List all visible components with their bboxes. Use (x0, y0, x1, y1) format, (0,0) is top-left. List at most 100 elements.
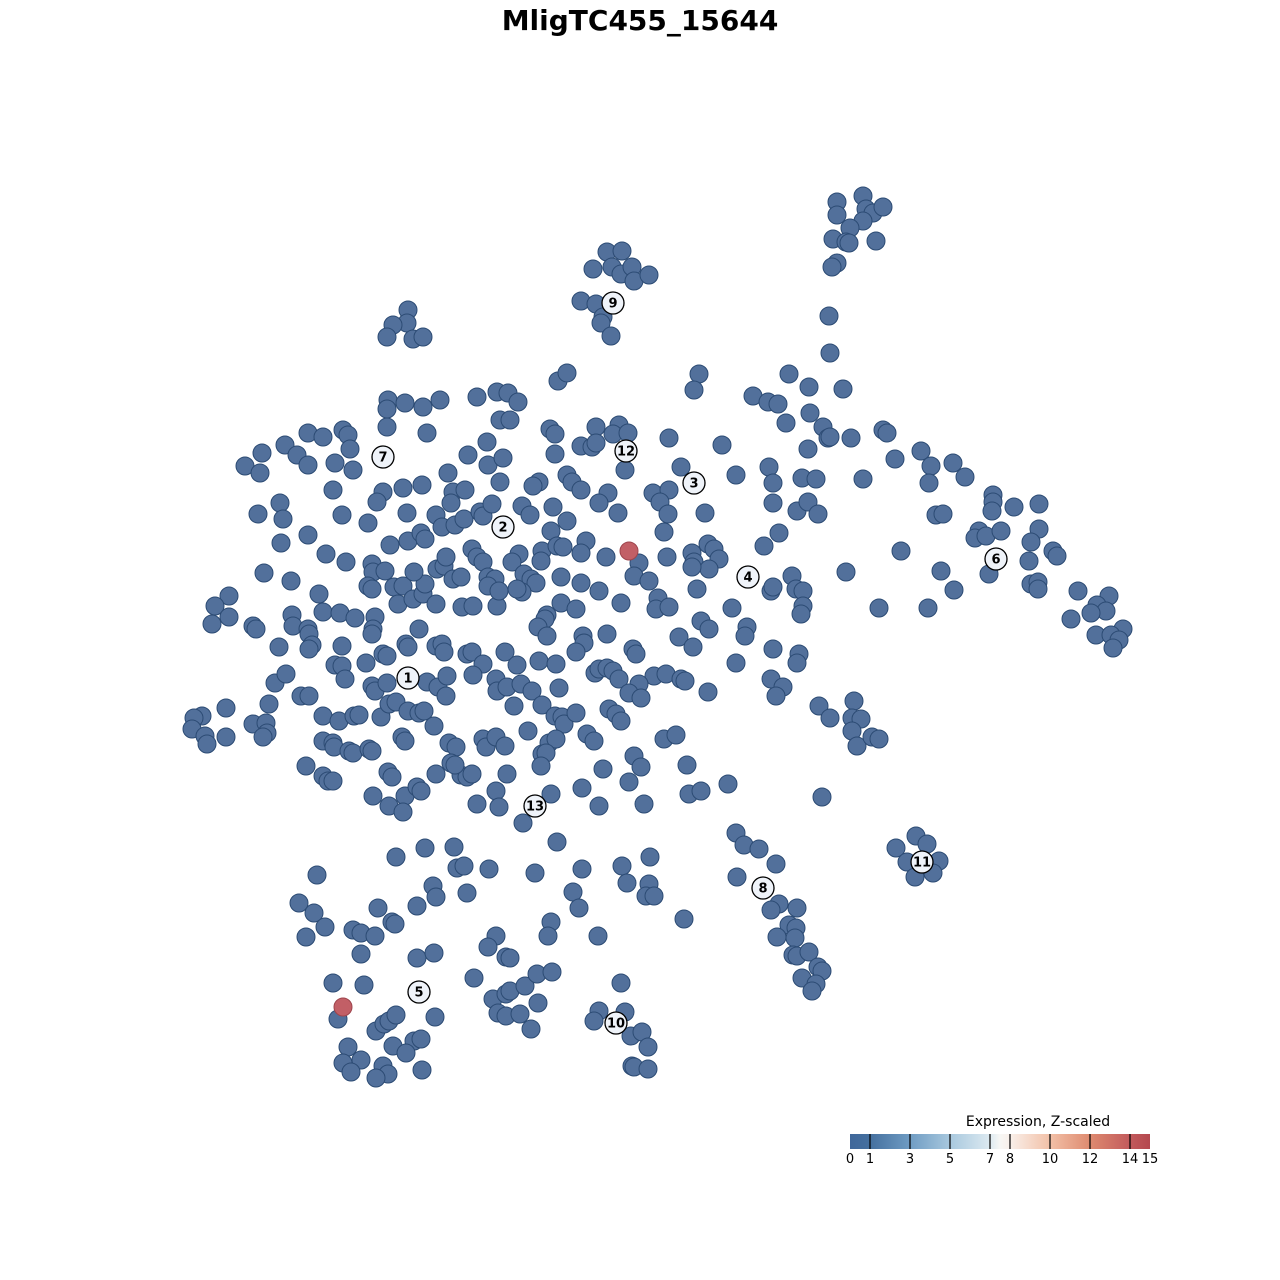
data-point (424, 943, 444, 963)
data-point (426, 594, 446, 614)
data-point (566, 599, 586, 619)
cluster-label-number: 5 (414, 986, 423, 1001)
data-point (343, 743, 363, 763)
data-point (658, 504, 678, 524)
data-point (631, 757, 651, 777)
data-point (458, 445, 478, 465)
data-point (343, 460, 363, 480)
data-point (380, 535, 400, 555)
data-point (657, 547, 677, 567)
data-point (356, 653, 376, 673)
data-point (836, 562, 856, 582)
data-point (654, 522, 674, 542)
data-point (722, 598, 742, 618)
data-point (726, 465, 746, 485)
cluster-label-number: 7 (378, 451, 387, 466)
data-point (886, 838, 906, 858)
data-point (367, 492, 387, 512)
data-point (523, 476, 543, 496)
data-point (766, 854, 786, 874)
data-point (589, 493, 609, 513)
data-point (919, 473, 939, 493)
data-point (477, 432, 497, 452)
data-point (216, 698, 236, 718)
data-point (853, 469, 873, 489)
data-point (412, 475, 432, 495)
data-point (446, 737, 466, 757)
data-point (504, 696, 524, 716)
data-point (1068, 581, 1088, 601)
data-point (363, 786, 383, 806)
data-point (833, 379, 853, 399)
data-point (467, 794, 487, 814)
legend-tick-label: 15 (1142, 1152, 1159, 1167)
data-point (325, 453, 345, 473)
cluster-label-4: 4 (736, 565, 760, 589)
data-point (396, 1043, 416, 1063)
data-point (1019, 551, 1039, 571)
data-point (404, 562, 424, 582)
data-point (885, 449, 905, 469)
data-point (375, 561, 395, 581)
cluster-label-circle (614, 439, 638, 463)
legend-tick-label: 8 (1006, 1152, 1014, 1167)
legend-tick-label: 0 (846, 1152, 854, 1167)
data-point (528, 993, 548, 1013)
data-point (767, 927, 787, 947)
data-point (366, 1068, 386, 1088)
data-point (315, 917, 335, 937)
data-point (612, 856, 632, 876)
data-point (639, 571, 659, 591)
data-point (411, 781, 431, 801)
data-point (571, 573, 591, 593)
data-point (298, 525, 318, 545)
data-point (531, 551, 551, 571)
data-point (377, 646, 397, 666)
data-point (718, 774, 738, 794)
data-point (377, 673, 397, 693)
data-point (482, 494, 502, 514)
data-point (489, 581, 509, 601)
data-point (415, 574, 435, 594)
data-point (412, 1060, 432, 1080)
data-point (609, 669, 629, 689)
data-point (557, 363, 577, 383)
data-point (515, 976, 535, 996)
data-point (386, 847, 406, 867)
data-point (386, 1005, 406, 1025)
data-point (589, 581, 609, 601)
data-point (687, 579, 707, 599)
data-point (763, 639, 783, 659)
cluster-label-circle (910, 850, 934, 874)
data-point (596, 547, 616, 567)
cluster-label-number: 12 (617, 445, 635, 460)
data-point (689, 364, 709, 384)
data-point (430, 390, 450, 410)
data-point (955, 467, 975, 487)
data-point (572, 859, 592, 879)
data-point (351, 944, 371, 964)
data-point (313, 427, 333, 447)
cluster-label-2: 2 (491, 515, 515, 539)
data-point (395, 393, 415, 413)
data-point (542, 962, 562, 982)
data-point (407, 896, 427, 916)
data-point (415, 838, 435, 858)
legend-tick-label: 7 (986, 1152, 994, 1167)
data-point (377, 399, 397, 419)
data-point (393, 802, 413, 822)
data-point (820, 343, 840, 363)
data-point (698, 682, 718, 702)
data-point (763, 493, 783, 513)
data-point (541, 784, 561, 804)
data-point (478, 937, 498, 957)
cluster-label-number: 4 (743, 571, 752, 586)
legend-ticks: 0 1 3 5 7 8 10 12 14 15 (846, 1134, 1158, 1167)
data-point (1004, 497, 1024, 517)
cluster-label-circle (491, 515, 515, 539)
data-point (675, 671, 695, 691)
data-point (763, 473, 783, 493)
data-point (844, 691, 864, 711)
data-point (1021, 532, 1041, 552)
data-point (822, 257, 842, 277)
